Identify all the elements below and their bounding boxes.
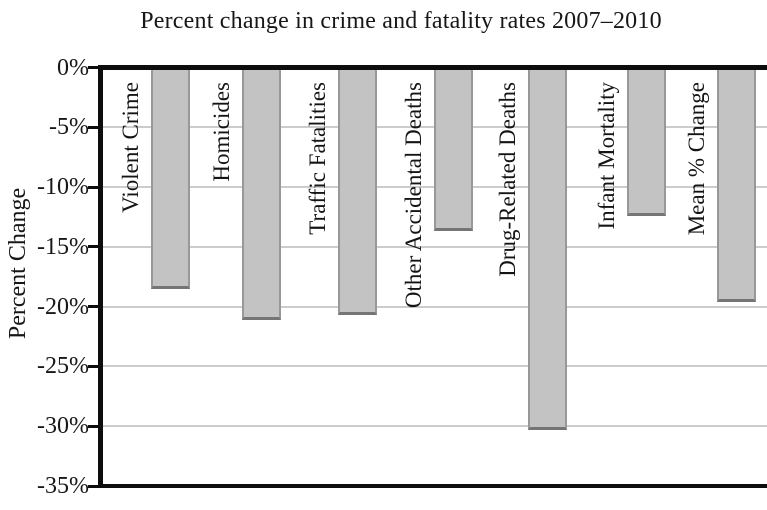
bar [627,67,666,216]
bar [338,67,377,315]
y-tick-label: -5% [49,114,89,141]
gridline [103,365,767,368]
y-tick-mark [88,305,99,309]
y-tick-label: -10% [37,174,89,201]
y-tick-label: -35% [37,473,89,499]
bar [434,67,473,232]
y-tick-mark [88,424,99,428]
y-tick-mark [88,185,99,189]
y-axis-line [98,65,103,488]
category-label: Other Accidental Deaths [401,82,426,309]
y-tick-label: 0% [57,54,89,81]
y-tick-label: -15% [37,233,89,260]
category-label: Infant Mortality [594,82,619,230]
category-label: Violent Crime [118,82,143,213]
category-label: Traffic Fatalities [305,82,330,235]
y-tick-label: -25% [37,353,89,380]
bar [242,67,281,320]
category-label: Mean % Change [684,82,709,236]
y-tick-mark [88,364,99,368]
category-label: Drug-Related Deaths [495,82,520,277]
y-tick-label: -30% [37,413,89,440]
y-tick-label: -20% [37,293,89,320]
x-axis-top-line [98,65,767,70]
y-tick-mark [88,245,99,249]
bar [528,67,567,430]
category-label: Homicides [209,82,234,182]
chart-title: Percent change in crime and fatality rat… [140,8,662,34]
gridline [103,425,767,428]
gridline [103,305,767,308]
bar [151,67,190,289]
gridline [103,245,767,248]
y-tick-mark [88,66,99,69]
bar [717,67,756,302]
x-axis-bottom-line [98,483,767,488]
y-tick-mark [88,484,99,488]
y-tick-mark [88,125,99,129]
